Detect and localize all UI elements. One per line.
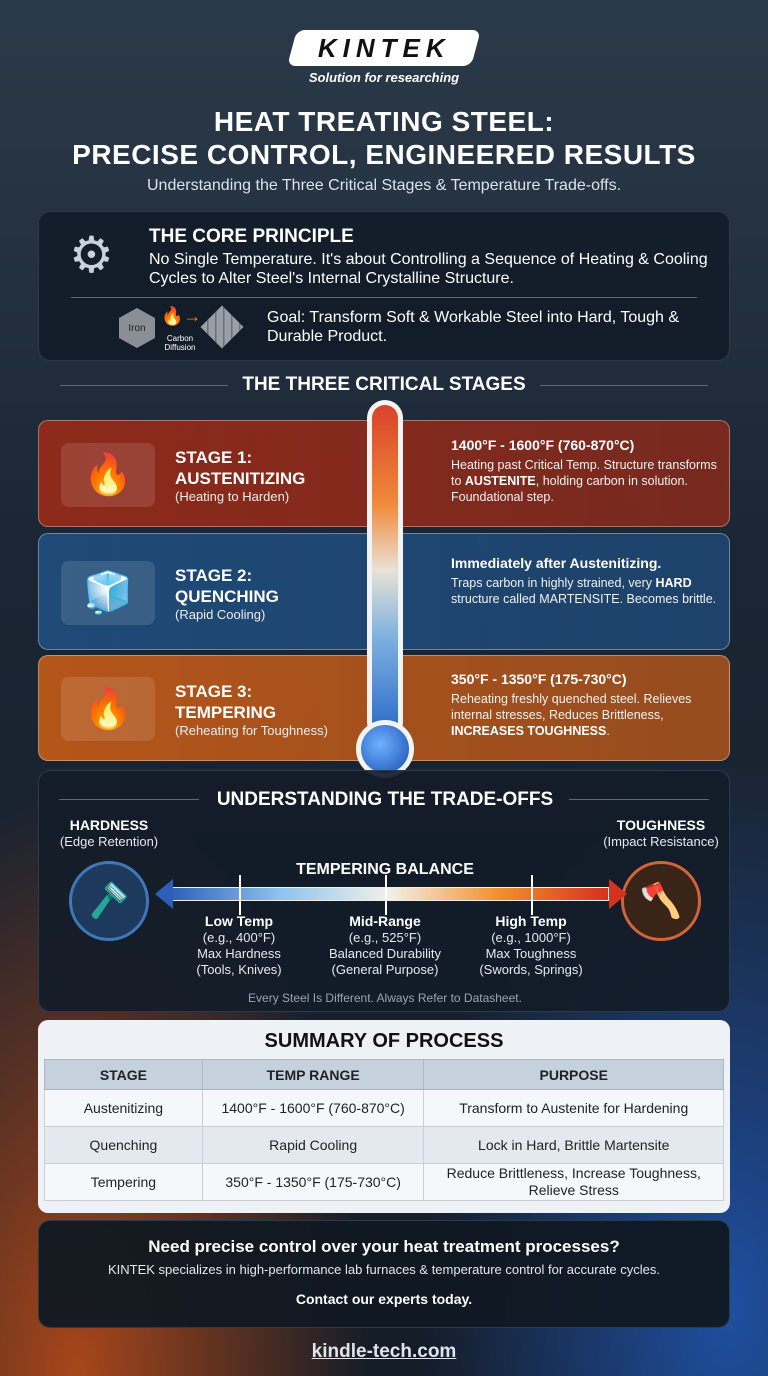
website-link[interactable]: kindle-tech.com	[311, 1341, 457, 1362]
table-cell: Lock in Hard, Brittle Martensite	[423, 1126, 724, 1164]
cta-title: Need precise control over your heat trea…	[148, 1237, 620, 1256]
divider	[540, 385, 708, 386]
burner-icon: 🔥	[61, 677, 155, 741]
hardness-title: HARDNESS	[69, 817, 149, 833]
quench-tank-icon: 🧊	[61, 560, 155, 625]
subtitle: Understanding the Three Critical Stages …	[146, 177, 622, 194]
scale-tick	[531, 875, 533, 915]
table-cell: Rapid Cooling	[201, 1126, 425, 1164]
core-principle-panel: ⚙ THE CORE PRINCIPLE No Single Temperatu…	[38, 211, 730, 361]
core-goal: Goal: Transform Soft & Workable Steel in…	[267, 309, 680, 345]
stage-description: Reheating freshly quenched steel. Reliev…	[451, 692, 692, 738]
stage-name: TEMPERING	[175, 703, 277, 722]
divider	[59, 799, 199, 800]
iron-icon: Iron	[119, 308, 155, 348]
stage-name: AUSTENITIZING	[175, 468, 306, 488]
gear-icon: ⚙	[69, 227, 114, 283]
stage-number: STAGE 2:	[175, 565, 253, 585]
stage-description: Heating past Critical Temp. Structure tr…	[451, 457, 717, 504]
table-header: TEMP RANGE	[201, 1059, 425, 1090]
tradeoffs-title: UNDERSTANDING THE TRADE-OFFS	[216, 789, 554, 810]
carbon-diffusion-label: Carbon Diffusion	[164, 334, 196, 352]
table-row: Tempering 350°F - 1350°F (175-730°C) Reduc…	[44, 1163, 724, 1201]
arrow-right-icon	[609, 879, 627, 909]
table-cell: Reduce Brittleness, Increase Toughness, …	[423, 1163, 724, 1201]
stage-description: Traps carbon in highly strained, very HA…	[451, 575, 717, 606]
razor-blade-icon: 🪒	[69, 861, 149, 941]
stage-range: 1400°F - 1600°F (760-870°C)	[451, 436, 635, 453]
table-header: PURPOSE	[423, 1059, 724, 1090]
flame-arrow-icon: 🔥→	[161, 306, 202, 326]
title-line-2: PRECISE CONTROL, ENGINEERED RESULTS	[72, 139, 696, 170]
table-row: Austenitizing 1400°F - 1600°F (760-870°C)…	[44, 1089, 724, 1127]
hardness-sub: (Edge Retention)	[59, 834, 159, 849]
stage-subtitle: (Rapid Cooling)	[175, 606, 266, 622]
tagline: Solution for researching	[308, 70, 460, 85]
table-cell: Austenitizing	[44, 1089, 203, 1127]
title-line-1: HEAT TREATING STEEL:	[213, 106, 555, 137]
table-cell: 1400°F - 1600°F (760-870°C)	[201, 1089, 425, 1127]
divider	[60, 385, 228, 386]
table-header: STAGE	[44, 1059, 203, 1090]
tempering-balance-label: TEMPERING BALANCE	[296, 861, 474, 878]
toughness-sub: (Impact Resistance)	[603, 834, 719, 849]
table-row: Quenching Rapid Cooling Lock in Hard, Brit…	[44, 1126, 724, 1164]
toughness-title: TOUGHNESS	[616, 817, 706, 833]
thermometer	[367, 400, 403, 740]
stage-name: QUENCHING	[175, 586, 279, 606]
stage-range: Immediately after Austenitizing.	[451, 554, 662, 571]
balance-point-0: Low Temp (e.g., 400°F) Max Hardness (Tools,…	[196, 913, 282, 977]
stage-subtitle: (Reheating for Toughness)	[175, 723, 328, 738]
summary-panel: SUMMARY OF PROCESS STAGE TEMP RANGE PURPOS…	[38, 1020, 730, 1213]
table-cell: Transform to Austenite for Hardening	[423, 1089, 724, 1127]
tempering-balance-scale	[169, 887, 609, 901]
contact-link[interactable]: Contact our experts today.	[295, 1291, 473, 1307]
arrow-left-icon	[155, 879, 173, 909]
summary-title: SUMMARY OF PROCESS	[264, 1030, 504, 1052]
thermometer-bulb	[356, 720, 414, 778]
scale-tick	[385, 875, 387, 915]
divider	[71, 297, 697, 298]
stage-number: STAGE 1:	[175, 447, 253, 467]
stage-subtitle: (Heating to Harden)	[175, 488, 290, 504]
stage-number: STAGE 3:	[175, 682, 253, 701]
kintek-logo: KINTEK	[287, 30, 481, 66]
axe-icon: 🪓	[621, 861, 701, 941]
balance-point-1: Mid-Range (e.g., 525°F) Balanced Durabilit…	[328, 913, 441, 977]
scale-tick	[239, 875, 241, 915]
tradeoffs-note: Every Steel Is Different. Always Refer t…	[248, 991, 522, 1005]
cta-text: KINTEK specializes in high-performance l…	[107, 1262, 661, 1277]
core-title: THE CORE PRINCIPLE	[149, 226, 354, 247]
stages-title: THE THREE CRITICAL STAGES	[242, 374, 526, 395]
summary-table: STAGE TEMP RANGE PURPOSE Austenitizing 1400°…	[44, 1059, 724, 1201]
crystal-lattice-icon	[200, 305, 244, 349]
table-cell: Tempering	[44, 1163, 203, 1201]
core-text: No Single Temperature. It's about Contro…	[149, 251, 708, 287]
balance-point-2: High Temp (e.g., 1000°F) Max Toughness (Swo…	[479, 913, 583, 977]
table-cell: 350°F - 1350°F (175-730°C)	[201, 1163, 425, 1201]
cta-panel: Need precise control over your heat trea…	[38, 1220, 730, 1328]
divider	[569, 799, 709, 800]
stage-range: 350°F - 1350°F (175-730°C)	[451, 671, 627, 687]
table-cell: Quenching	[44, 1126, 203, 1164]
tradeoffs-panel: UNDERSTANDING THE TRADE-OFFS HARDNESS (Ed…	[38, 770, 730, 1012]
furnace-icon: 🔥	[61, 442, 155, 507]
